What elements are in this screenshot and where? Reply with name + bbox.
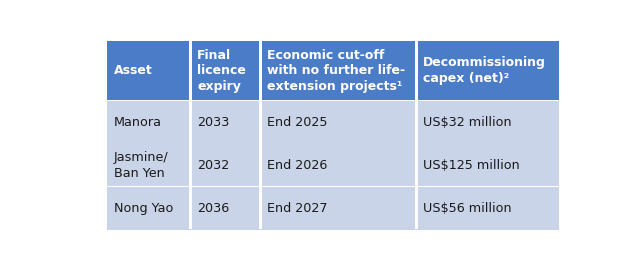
Text: Asset: Asset <box>114 64 152 77</box>
Text: 2036: 2036 <box>197 202 230 215</box>
Bar <box>189 41 192 229</box>
Text: End 2026: End 2026 <box>267 159 328 172</box>
Bar <box>259 41 262 229</box>
Text: US$32 million: US$32 million <box>423 116 511 129</box>
Bar <box>108 187 559 188</box>
Text: End 2027: End 2027 <box>267 202 328 215</box>
Text: Manora: Manora <box>114 116 162 129</box>
Text: US$56 million: US$56 million <box>423 202 511 215</box>
Bar <box>108 41 191 100</box>
Text: Jasmine/
Ban Yen: Jasmine/ Ban Yen <box>114 151 168 180</box>
Bar <box>108 144 559 145</box>
Text: End 2025: End 2025 <box>267 116 328 129</box>
Text: Economic cut-off
with no further life-
extension projects¹: Economic cut-off with no further life- e… <box>267 48 405 92</box>
Text: Nong Yao: Nong Yao <box>114 202 173 215</box>
Bar <box>260 144 417 187</box>
Bar <box>191 101 260 144</box>
Bar <box>191 41 260 100</box>
Bar <box>108 100 559 101</box>
Bar <box>417 144 559 187</box>
Bar <box>415 41 418 229</box>
Bar <box>417 41 559 100</box>
Bar <box>108 101 191 144</box>
Text: 2032: 2032 <box>197 159 230 172</box>
Bar <box>260 187 417 230</box>
Bar <box>417 101 559 144</box>
Text: 2033: 2033 <box>197 116 230 129</box>
Text: US$125 million: US$125 million <box>423 159 520 172</box>
Bar <box>191 144 260 187</box>
Bar <box>260 41 417 100</box>
Bar <box>260 101 417 144</box>
Bar <box>108 144 191 187</box>
Bar <box>191 187 260 230</box>
Bar <box>417 187 559 230</box>
Bar <box>108 187 191 230</box>
Text: Final
licence
expiry: Final licence expiry <box>197 48 246 92</box>
Text: Decommissioning
capex (net)²: Decommissioning capex (net)² <box>423 56 546 85</box>
